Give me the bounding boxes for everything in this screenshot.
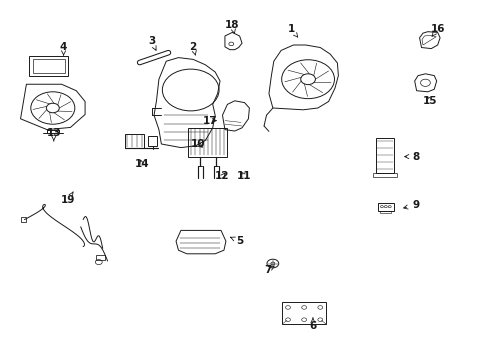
Bar [29,56,68,76]
Text: 8: 8 [404,152,418,162]
Bar [375,138,393,173]
Bar [188,128,227,157]
Text: 15: 15 [422,96,437,106]
Text: 14: 14 [134,159,149,169]
Text: 4: 4 [60,42,67,55]
Text: 6: 6 [309,318,316,331]
Text: 13: 13 [46,128,61,141]
Text: 1: 1 [287,24,297,37]
Text: 10: 10 [190,139,205,149]
Bar [33,59,64,73]
Bar [96,255,104,260]
Bar [380,211,390,213]
Text: 2: 2 [189,42,196,55]
Text: 3: 3 [148,36,156,50]
Text: 18: 18 [224,20,239,33]
Text: 7: 7 [264,265,274,275]
Text: 9: 9 [403,200,418,210]
Text: 17: 17 [203,116,217,126]
Text: 5: 5 [230,236,243,246]
Bar [282,302,325,324]
Bar [124,134,144,148]
Bar [148,136,157,146]
Text: 16: 16 [429,24,444,37]
Bar [20,217,26,222]
Bar [372,173,396,177]
Bar [377,203,393,211]
Text: 12: 12 [215,171,229,181]
Text: 11: 11 [237,171,251,181]
Text: 19: 19 [61,192,76,205]
